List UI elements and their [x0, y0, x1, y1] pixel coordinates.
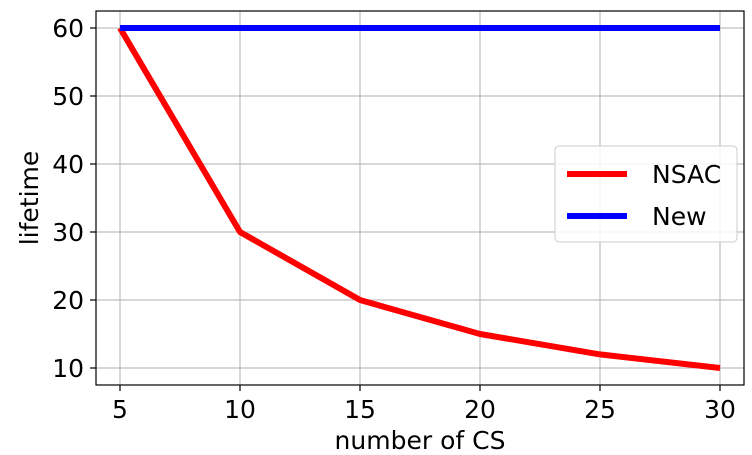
- legend: NSAC New: [554, 145, 738, 243]
- y-tick-labels: 10 20 30 40 50 60: [52, 14, 84, 383]
- x-tick-label: 5: [112, 395, 128, 424]
- ticks: [90, 27, 721, 391]
- x-tick-labels: 5 10 15 20 25 30: [112, 395, 736, 424]
- x-tick-label: 20: [464, 395, 496, 424]
- series-line-nsac: [117, 26, 721, 371]
- x-tick-label: 10: [224, 395, 256, 424]
- y-tick-label: 40: [52, 150, 84, 179]
- plot-frame: [95, 10, 745, 386]
- y-tick-label: 20: [52, 286, 84, 315]
- y-axis-label: lifetime: [15, 151, 44, 246]
- x-tick-label: 25: [584, 395, 616, 424]
- x-axis-label: number of CS: [335, 426, 506, 455]
- legend-label-nsac: NSAC: [652, 160, 721, 189]
- y-tick-label: 50: [52, 82, 84, 111]
- y-tick-label: 10: [52, 354, 84, 383]
- legend-label-new: New: [652, 202, 707, 231]
- x-tick-label: 30: [704, 395, 736, 424]
- y-tick-label: 30: [52, 218, 84, 247]
- y-tick-label: 60: [52, 14, 84, 43]
- x-tick-label: 15: [344, 395, 376, 424]
- series-lines: [117, 25, 721, 371]
